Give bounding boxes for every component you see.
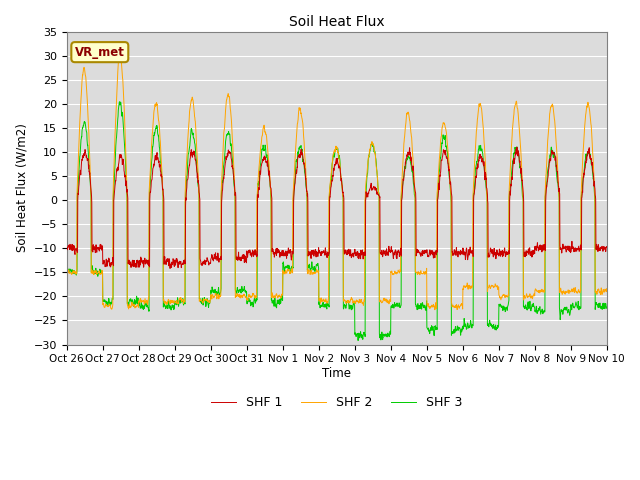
SHF 2 [214,294,221,300]
SHF 3 [63,264,70,270]
SHF 1 [63,247,70,252]
Title: Soil Heat Flux: Soil Heat Flux [289,15,385,29]
SHF 1 [353,253,360,259]
Line: SHF 2: SHF 2 [67,56,607,310]
SHF 1 [214,255,221,261]
SHF 1 [166,265,174,271]
Line: SHF 3: SHF 3 [67,102,607,341]
SHF 1 [513,144,521,150]
X-axis label: Time: Time [322,367,351,380]
SHF 1 [494,252,502,257]
SHF 3 [556,304,563,310]
SHF 2 [494,287,502,292]
SHF 3 [365,155,372,161]
Text: VR_met: VR_met [75,46,125,59]
SHF 2 [603,286,611,291]
SHF 1 [603,244,611,250]
SHF 3 [214,289,221,295]
SHF 3 [355,338,362,344]
SHF 1 [571,246,579,252]
SHF 3 [571,305,579,311]
Line: SHF 1: SHF 1 [67,147,607,268]
SHF 3 [494,324,502,330]
Y-axis label: Soil Heat Flux (W/m2): Soil Heat Flux (W/m2) [15,123,28,252]
SHF 2 [364,157,372,163]
SHF 2 [353,297,360,303]
SHF 3 [116,99,124,105]
SHF 3 [603,305,611,311]
SHF 2 [571,289,579,295]
SHF 2 [63,269,70,275]
SHF 3 [353,332,360,338]
SHF 2 [556,289,563,295]
SHF 1 [364,190,372,196]
SHF 2 [116,53,124,59]
Legend: SHF 1, SHF 2, SHF 3: SHF 1, SHF 2, SHF 3 [206,391,468,414]
SHF 2 [431,307,439,312]
SHF 1 [556,190,563,196]
